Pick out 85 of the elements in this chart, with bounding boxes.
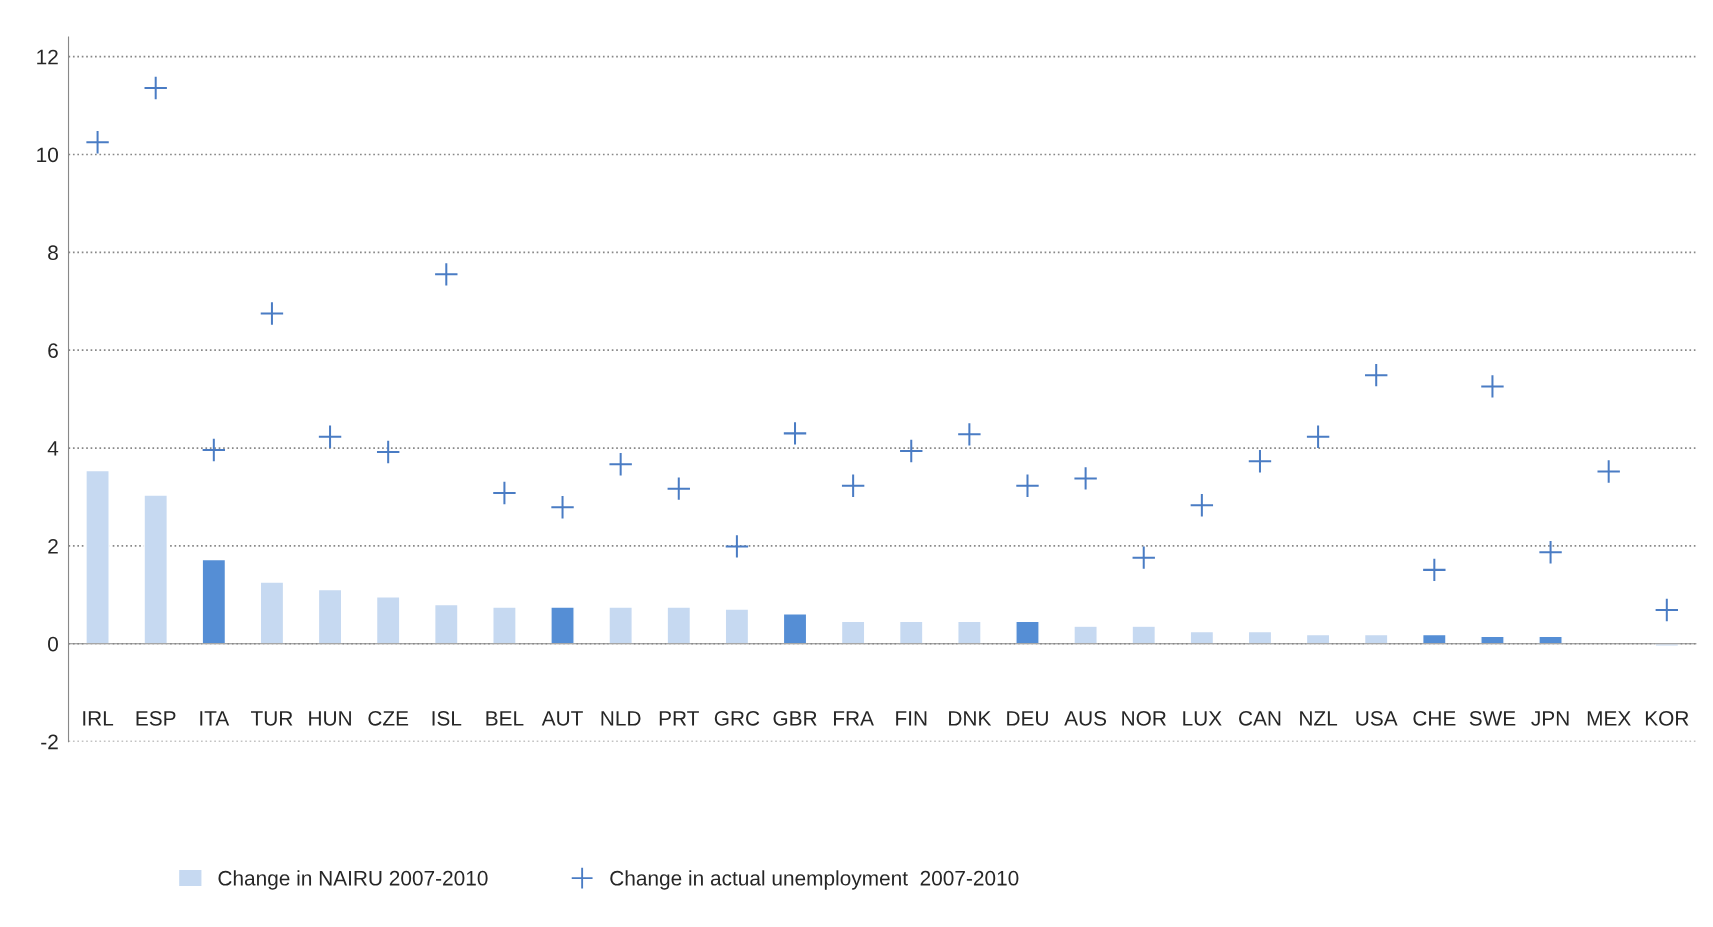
x-tick-label: JPN	[1531, 711, 1569, 726]
point	[202, 438, 226, 462]
x-tick-label: PRT	[659, 711, 699, 726]
point	[958, 423, 981, 446]
point	[1597, 460, 1620, 483]
y-tick-label: 12	[37, 49, 58, 65]
point	[1306, 425, 1330, 448]
bar	[608, 606, 633, 645]
y-tick-label: 2	[48, 538, 58, 554]
point	[1074, 467, 1097, 490]
bar	[259, 581, 285, 645]
x-tick-label: FRA	[834, 711, 874, 726]
bar	[492, 606, 517, 645]
legend-label: Change in actual unemployment 2007-2010	[610, 870, 1019, 890]
x-tick-label: BEL	[486, 711, 524, 726]
y-tick-label: 8	[48, 245, 58, 261]
x-tick-label: CHE	[1413, 710, 1456, 726]
x-tick-label: LUX	[1183, 711, 1222, 726]
x-tick-label: HUN	[309, 711, 351, 726]
point	[318, 425, 342, 448]
point	[1365, 363, 1388, 387]
bar	[143, 494, 169, 645]
bar	[1015, 620, 1040, 645]
point	[1248, 450, 1272, 473]
bar	[375, 596, 401, 645]
x-tick-label: DEU	[1007, 711, 1048, 726]
x-tick-label: ITA	[200, 711, 230, 726]
point	[551, 496, 574, 519]
x-tick-label: MEX	[1587, 711, 1631, 726]
x-tick-label: NLD	[601, 711, 641, 726]
bar	[85, 469, 110, 645]
x-tick-label: USA	[1356, 710, 1398, 726]
x-tick-label: CZE	[368, 710, 409, 726]
point	[609, 453, 632, 476]
bar	[957, 620, 982, 645]
x-tick-label: KOR	[1645, 710, 1689, 726]
point	[1132, 546, 1155, 569]
point	[1190, 494, 1214, 517]
point	[841, 474, 865, 497]
bar	[317, 588, 343, 645]
x-tick-label: NZL	[1300, 711, 1338, 726]
point	[1481, 375, 1504, 398]
x-tick-label: GRC	[714, 710, 760, 726]
point	[783, 422, 807, 445]
x-tick-label: NOR	[1122, 710, 1166, 726]
x-tick-label: ESP	[136, 710, 176, 726]
point	[1016, 474, 1039, 497]
point	[900, 439, 923, 463]
bar	[433, 603, 459, 645]
bar	[898, 620, 924, 645]
bar	[782, 613, 808, 645]
point	[86, 131, 109, 154]
x-tick-label: DNK	[949, 711, 992, 726]
x-tick-label: TUR	[251, 711, 293, 726]
point	[493, 481, 516, 505]
x-tick-label: ISL	[432, 710, 462, 726]
x-tick-label: IRL	[83, 711, 114, 726]
bar	[1131, 625, 1157, 645]
bar	[840, 620, 866, 645]
bar	[1073, 625, 1098, 645]
bar	[201, 558, 227, 645]
y-tick-label: 6	[48, 343, 58, 358]
x-tick-label: CAN	[1239, 710, 1281, 726]
point	[1423, 558, 1446, 582]
x-tick-label: AUS	[1064, 710, 1107, 726]
point	[725, 535, 749, 558]
x-tick-label: SWE	[1469, 710, 1516, 726]
x-tick-label: AUT	[541, 711, 583, 726]
y-tick-label: 10	[37, 147, 58, 163]
point	[1539, 541, 1562, 564]
y-tick-label: -2	[41, 734, 58, 750]
y-tick-label: 4	[47, 441, 59, 456]
point	[1655, 598, 1678, 622]
point	[667, 477, 690, 500]
legend-label: Change in NAIRU 2007-2010	[218, 870, 488, 890]
point	[435, 263, 458, 286]
bar	[550, 606, 575, 645]
bar	[666, 606, 692, 645]
y-tick-label: 0	[48, 636, 58, 652]
x-tick-label: GBR	[773, 710, 817, 726]
bar	[724, 608, 750, 645]
x-tick-label: FIN	[896, 711, 927, 726]
point	[144, 76, 167, 100]
point	[376, 440, 400, 464]
point	[260, 302, 284, 325]
